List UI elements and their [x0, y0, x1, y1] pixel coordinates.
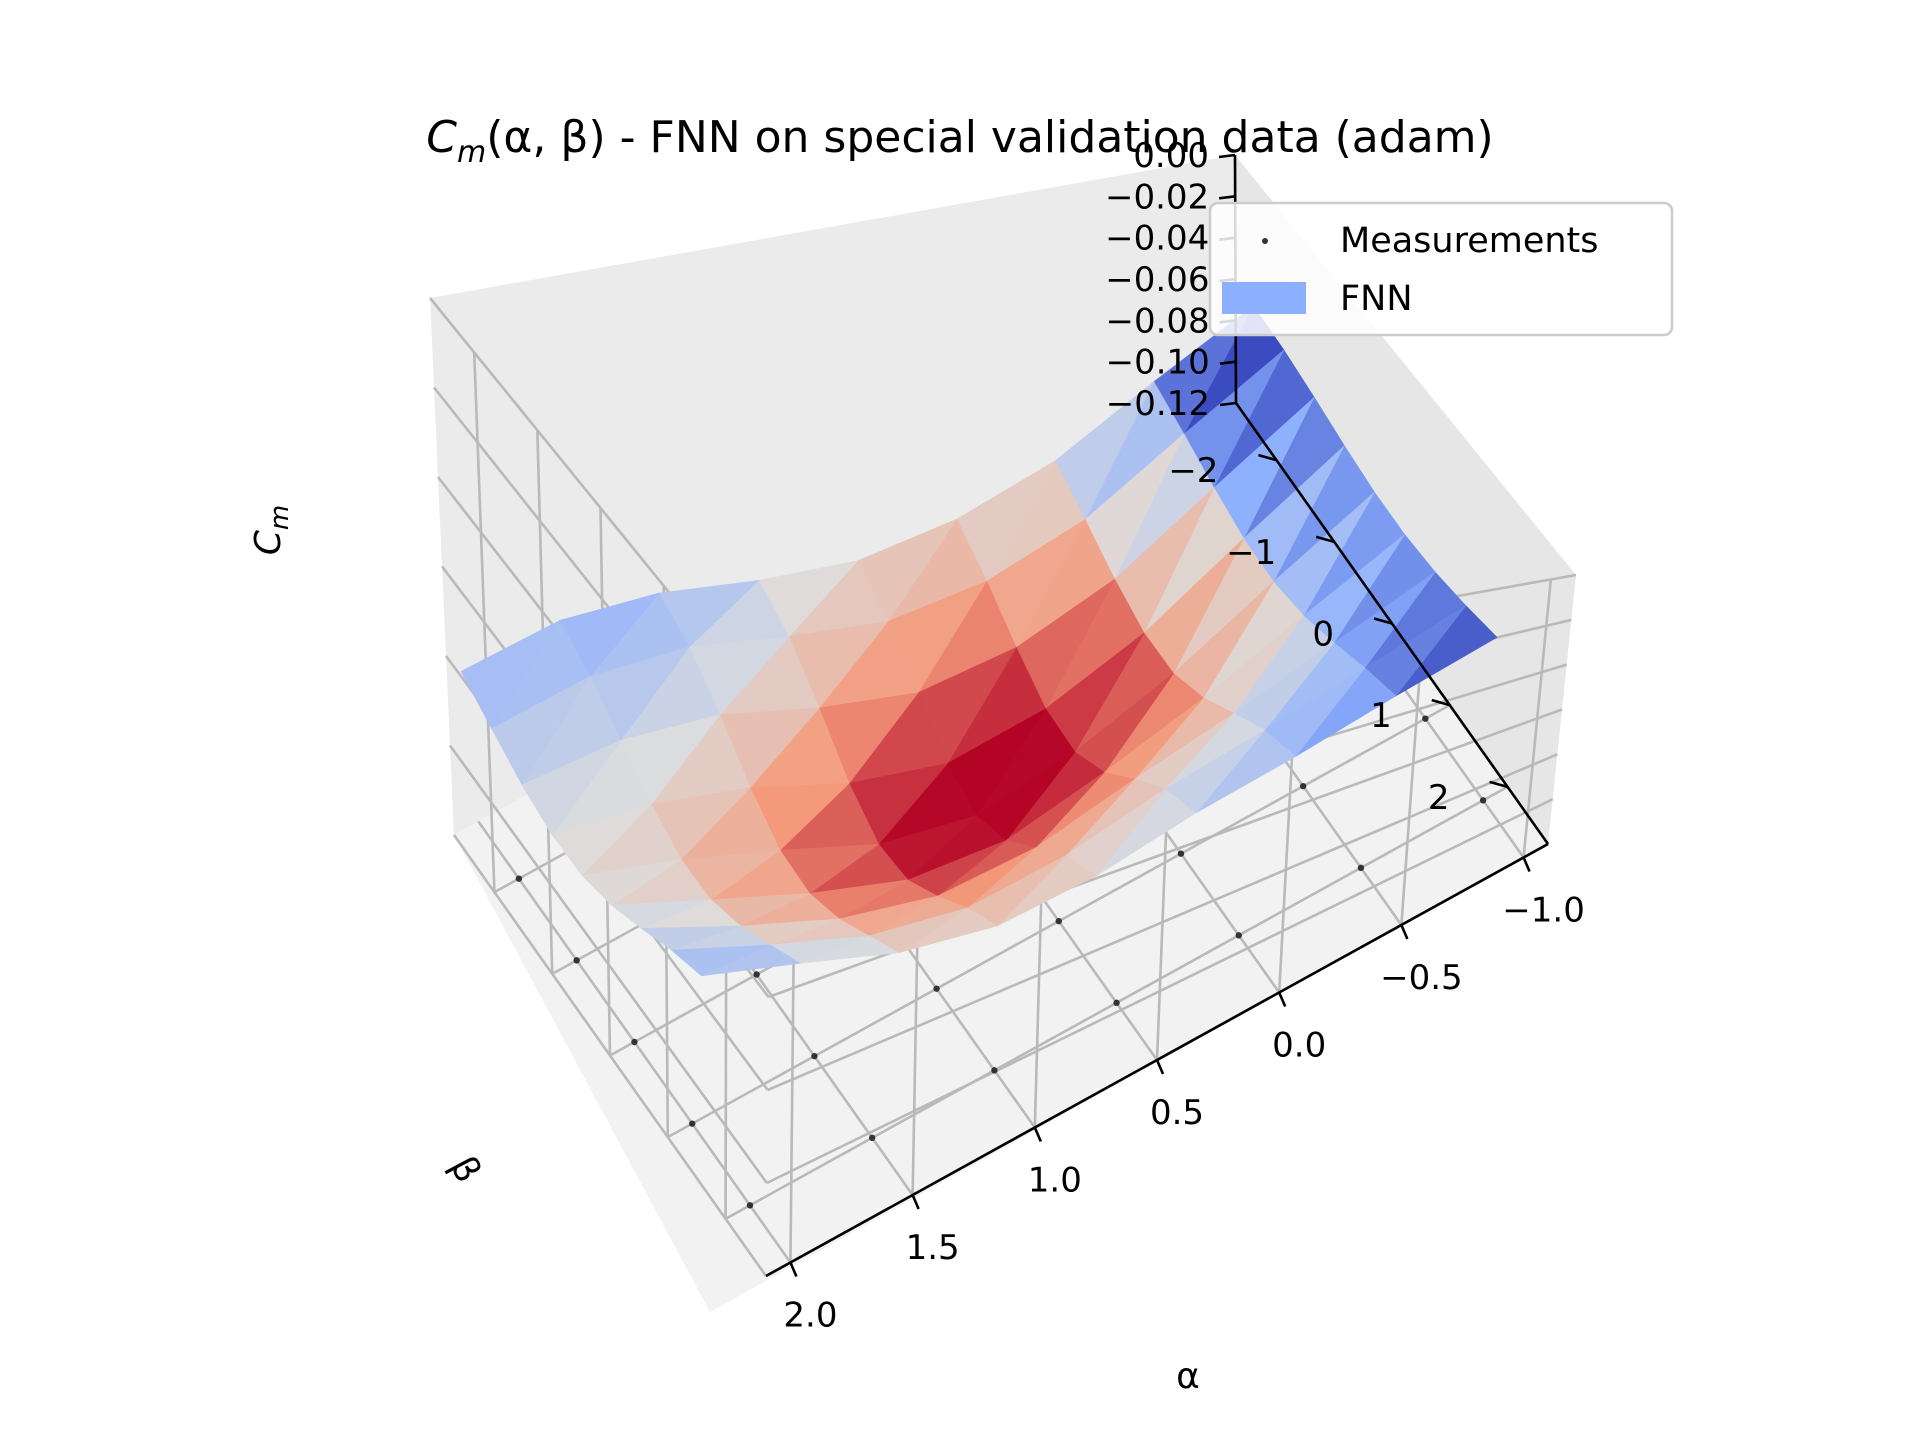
surface-facet: [491, 675, 592, 786]
measurement-point: [933, 985, 940, 992]
measurement-point: [1479, 797, 1487, 804]
legend-marker-measurements: [1262, 238, 1268, 244]
wall-grid-z: [766, 797, 1554, 1185]
measurement-point: [689, 1120, 696, 1127]
x-tick-label: 2.0: [783, 1296, 837, 1336]
z-tick-mark: [1219, 360, 1236, 365]
measurement-point: [868, 1134, 876, 1142]
measurement-point: [753, 971, 760, 978]
surface-facet: [610, 899, 711, 929]
x-tick-mark: [1033, 1126, 1043, 1143]
z-tick-label: −0.02: [1105, 177, 1209, 217]
measurement-point: [1055, 917, 1062, 925]
y-axis-label: β: [442, 1150, 489, 1190]
y-tick-mark: [1258, 453, 1277, 462]
legend-label-fnn: FNN: [1340, 279, 1413, 319]
surface-facet: [670, 944, 771, 977]
z-tick-label: −0.12: [1106, 384, 1210, 424]
surface-facet: [551, 804, 652, 876]
wall-grid-z: [448, 744, 768, 1184]
y-tick-label: −2: [1168, 451, 1218, 491]
measurement-point: [631, 1038, 638, 1046]
x-tick-mark: [789, 1261, 798, 1278]
x-tick-label: 1.0: [1028, 1161, 1082, 1201]
legend-label-measurements: Measurements: [1340, 221, 1599, 261]
measurement-point: [1422, 715, 1429, 722]
y-tick-mark: [1373, 617, 1393, 625]
measurement-point: [746, 1202, 754, 1209]
x-tick-label: −0.5: [1380, 958, 1463, 998]
legend: Measurements FNN: [1208, 201, 1674, 337]
x-tick-label: 0.5: [1150, 1093, 1204, 1133]
measurement-point: [1299, 782, 1307, 790]
legend-box: [1208, 201, 1674, 337]
surface-facet: [521, 739, 622, 836]
legend-marker-fnn: [1222, 282, 1306, 314]
z-axis-label: Cm: [248, 505, 295, 555]
x-tick-label: 1.5: [906, 1228, 960, 1268]
y-tick-mark: [1431, 698, 1451, 707]
measurement-point: [573, 957, 580, 964]
measurement-point: [1235, 932, 1242, 939]
x-tick-mark: [1155, 1059, 1165, 1075]
measurement-point: [1113, 999, 1120, 1007]
x-tick-mark: [911, 1194, 920, 1210]
measurement-point: [1177, 850, 1185, 857]
y-tick-label: −1: [1226, 533, 1276, 573]
x-tick-label: −1.0: [1502, 891, 1585, 931]
measurement-point: [811, 1052, 818, 1060]
x-axis-label: α: [1176, 1356, 1200, 1397]
z-tick-mark: [1219, 195, 1236, 200]
measurement-point: [991, 1067, 998, 1074]
surface-facet: [640, 925, 741, 951]
z-tick-mark: [1218, 153, 1236, 159]
tick-labels: −1.0−0.50.00.51.01.52.0−2−10120.00−0.02−…: [783, 136, 1584, 1336]
y-tick-label: 1: [1370, 696, 1392, 736]
wall-grid-z: [767, 753, 1558, 1092]
y-tick-label: 2: [1428, 778, 1450, 818]
wall-grid-z: [452, 834, 768, 1277]
z-tick-label: −0.10: [1106, 343, 1210, 383]
surface-facet: [581, 859, 682, 906]
x-tick-mark: [1522, 856, 1531, 873]
z-tick-mark: [1219, 401, 1237, 407]
z-tick-label: 0.00: [1133, 136, 1209, 176]
y-tick-mark: [1315, 535, 1335, 544]
z-tick-label: −0.08: [1105, 301, 1209, 341]
fnn-surface: [460, 305, 1498, 977]
z-tick-label: −0.06: [1105, 260, 1209, 300]
surface-facet: [460, 619, 561, 730]
y-tick-mark: [1489, 780, 1508, 789]
z-tick-label: −0.04: [1105, 219, 1209, 259]
y-tick-label: 0: [1312, 615, 1334, 655]
chart-title: Cm(α, β) - FNN on special validation dat…: [426, 112, 1493, 170]
x-tick-mark: [1277, 991, 1287, 1008]
measurement-point: [1357, 864, 1365, 872]
measurement-point: [515, 875, 523, 882]
x-tick-label: 0.0: [1272, 1026, 1326, 1066]
x-tick-mark: [1400, 924, 1409, 940]
